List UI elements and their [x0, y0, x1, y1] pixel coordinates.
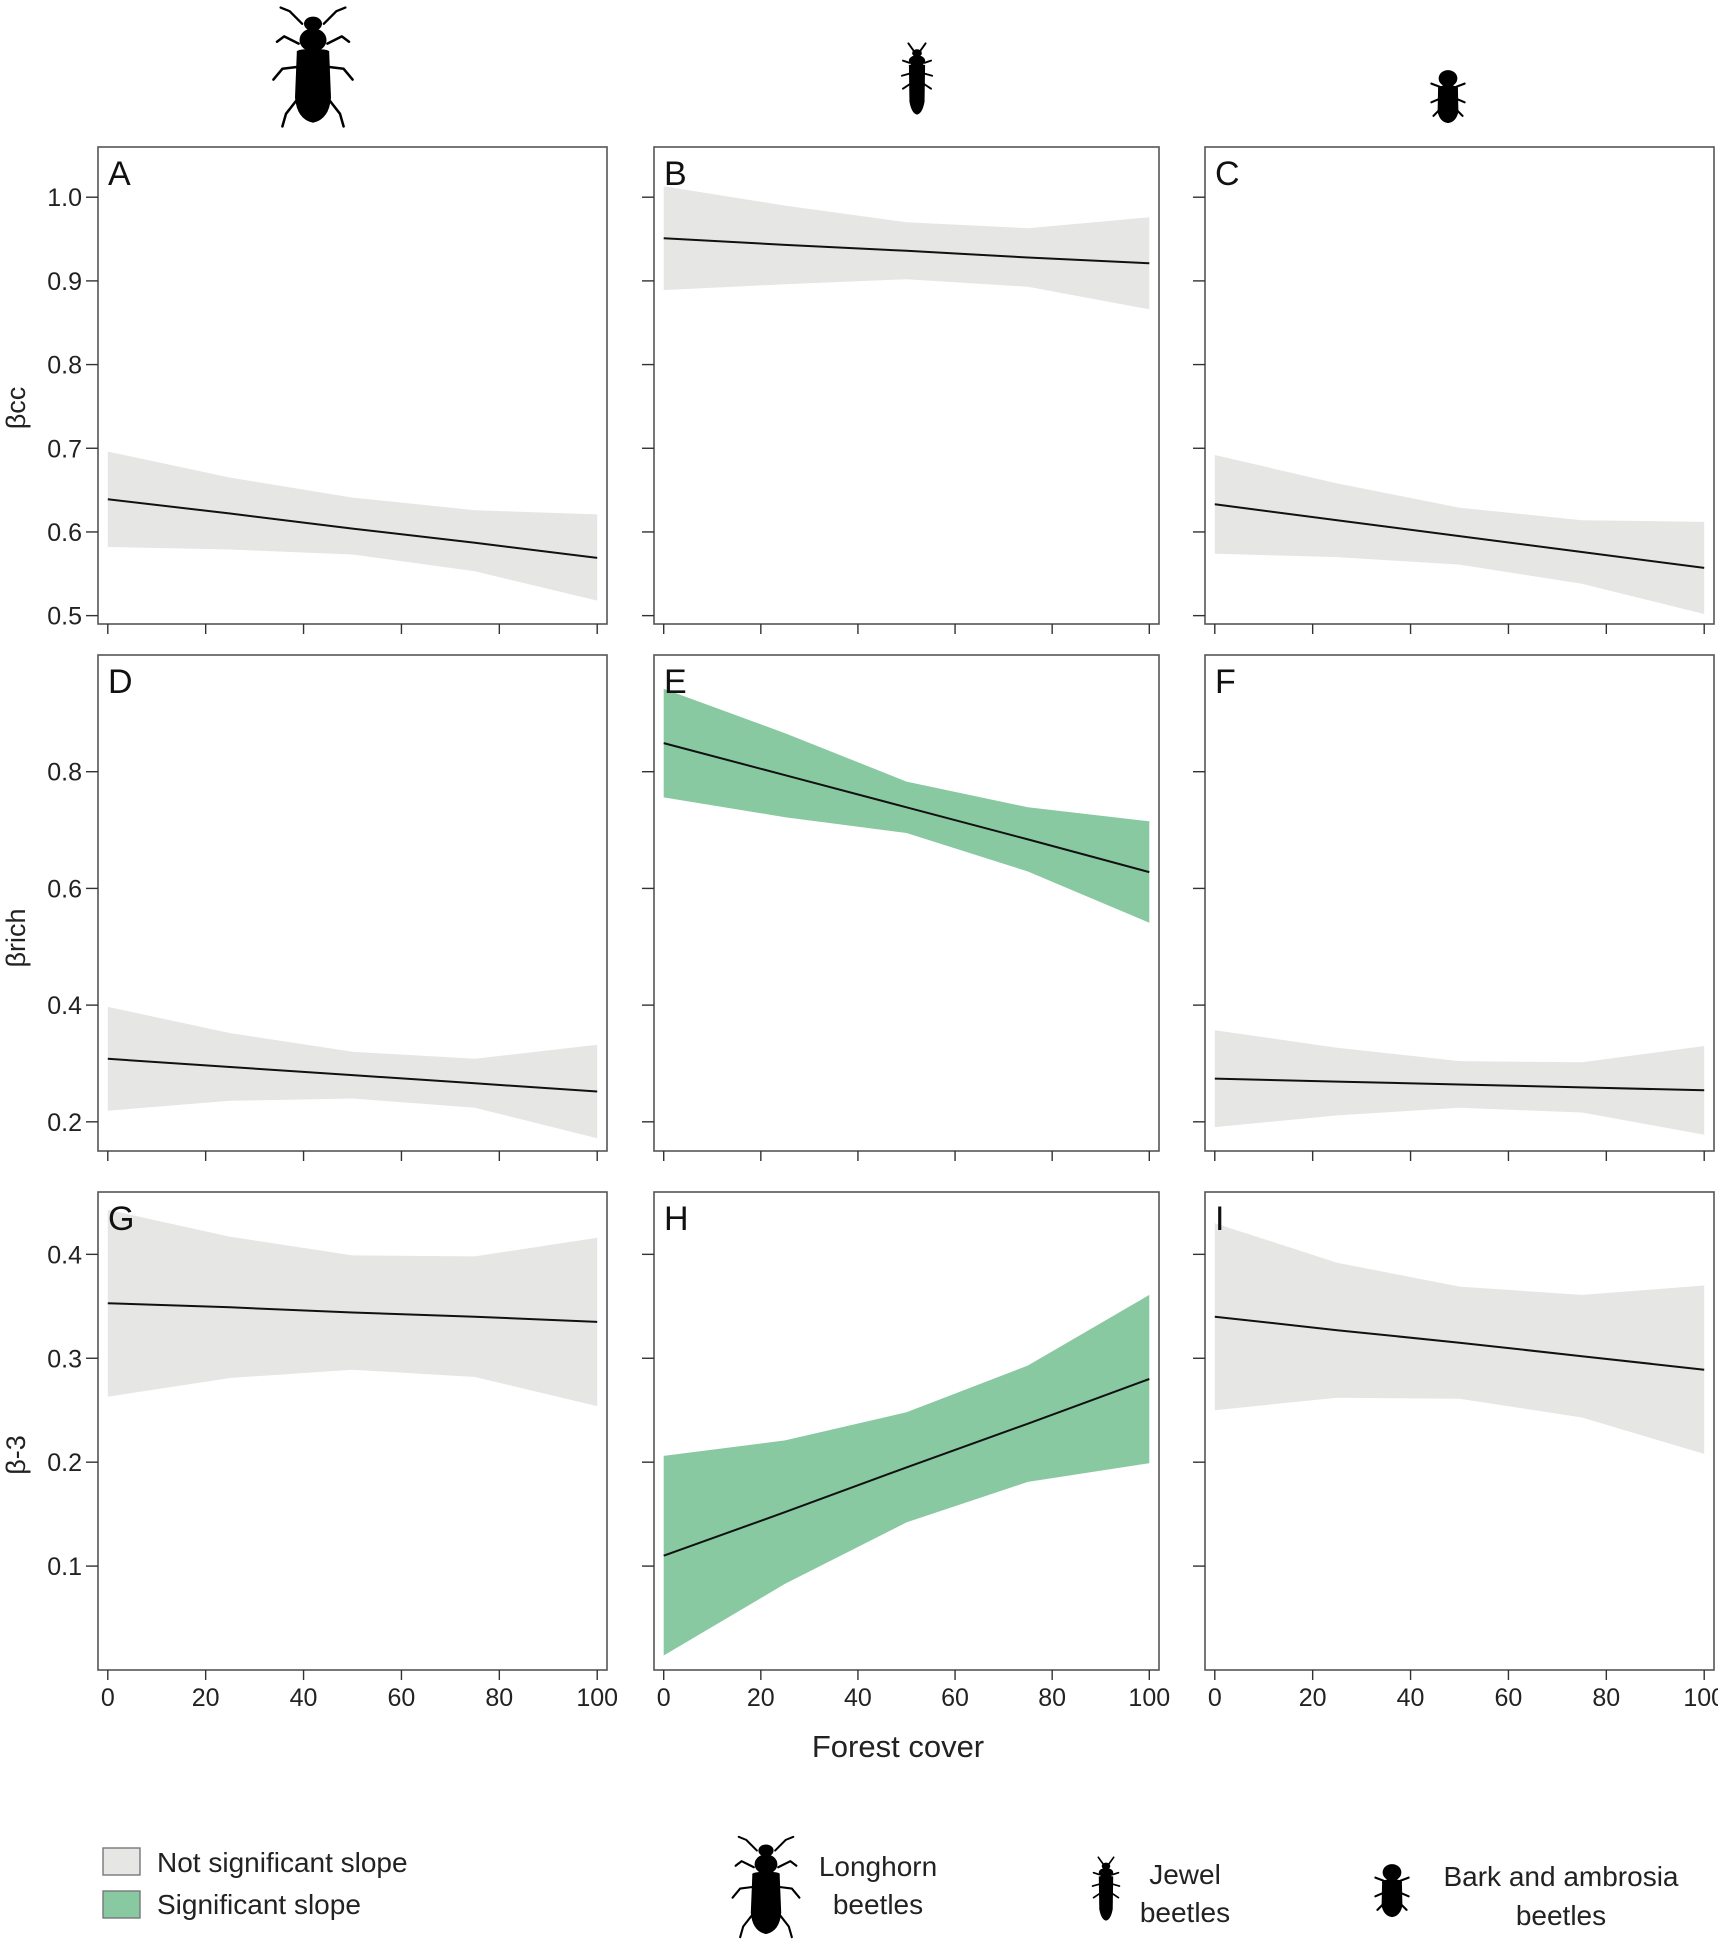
x-tick-label: 100	[1128, 1684, 1170, 1712]
legend-taxon-1-line-2: beetles	[833, 1889, 923, 1920]
legend-taxon-3-line-1: Bark and ambrosia	[1443, 1861, 1678, 1892]
legend-bark-beetle-icon	[1374, 1862, 1410, 1919]
y-tick-label: 0.2	[47, 1109, 82, 1137]
panel-G: 0.1 0.2 0.3 0.4 0 20 40 60 80 100 G	[47, 1191, 618, 1712]
x-tick-label: 40	[290, 1684, 318, 1712]
legend-taxon-1-line-1: Longhorn	[819, 1851, 937, 1882]
x-tick-label: 40	[1397, 1684, 1425, 1712]
panel-letter: I	[1215, 1200, 1224, 1238]
legend-taxon-2-line-2: beetles	[1140, 1897, 1230, 1928]
confidence-band	[663, 1294, 1150, 1656]
fit-line	[663, 742, 1150, 874]
panel-I: 0 20 40 60 80 100 I	[1193, 1191, 1718, 1712]
fit-line	[1214, 503, 1705, 569]
y-tick-label: 0.4	[47, 1241, 82, 1269]
legend-swatch-significant	[102, 1890, 141, 1919]
x-tick-label: 20	[747, 1684, 775, 1712]
y-tick-label: 0.9	[47, 268, 82, 296]
fit-line	[1214, 1315, 1705, 1371]
x-tick-label: 80	[1592, 1684, 1620, 1712]
panel-grid: 0.50.60.70.80.91.0A B C0.20.40.60.8D E F0.10…	[47, 146, 1718, 1712]
legend-label-significant: Significant slope	[157, 1889, 361, 1920]
x-tick-label: 60	[388, 1684, 416, 1712]
jewel-beetle-icon	[900, 42, 934, 116]
confidence-band	[1214, 1223, 1705, 1454]
fit-line	[1214, 1077, 1705, 1092]
panel-letter: H	[664, 1200, 689, 1238]
legend-taxon-2-line-1: Jewel	[1149, 1859, 1221, 1890]
y-tick-label: 0.1	[47, 1553, 82, 1581]
y-tick-label: 0.7	[47, 435, 82, 463]
y-axis-title-row-3: β-3	[1, 1435, 31, 1475]
x-axis-title: Forest cover	[812, 1729, 984, 1764]
y-tick-label: 0.6	[47, 875, 82, 903]
y-tick-label: 0.6	[47, 519, 82, 547]
legend-label-not-significant: Not significant slope	[157, 1847, 408, 1878]
x-tick-label: 60	[941, 1684, 969, 1712]
panel-letter: A	[108, 155, 131, 193]
legend-taxon-3-line-2: beetles	[1516, 1900, 1606, 1931]
panel-letter: C	[1215, 155, 1240, 193]
y-tick-label: 0.2	[47, 1449, 82, 1477]
fit-line	[663, 237, 1150, 265]
confidence-band	[107, 1209, 598, 1407]
legend-longhorn-beetle-icon	[731, 1835, 801, 1939]
y-tick-label: 0.4	[47, 992, 82, 1020]
legend-jewel-beetle-icon	[1091, 1856, 1121, 1922]
panel-letter: G	[108, 1200, 134, 1238]
fit-line	[663, 1378, 1150, 1557]
y-tick-label: 0.8	[47, 759, 82, 787]
fit-line	[107, 498, 598, 559]
panel-D: 0.2 0.4 0.6 0.8 D	[47, 654, 608, 1161]
x-tick-label: 0	[657, 1684, 671, 1712]
confidence-band	[663, 186, 1150, 310]
x-tick-label: 0	[101, 1684, 115, 1712]
panel-A: 0.5 0.6 0.7 0.8 0.9 1.0 A	[47, 146, 608, 634]
x-tick-label: 0	[1208, 1684, 1222, 1712]
panel-letter: D	[108, 663, 133, 701]
x-tick-label: 60	[1495, 1684, 1523, 1712]
legend-swatch-not-significant	[102, 1847, 141, 1876]
longhorn-beetle-icon	[272, 6, 354, 128]
confidence-band	[663, 688, 1150, 923]
y-tick-label: 0.3	[47, 1345, 82, 1373]
y-axis-title-row-2: βrich	[1, 908, 31, 967]
panel-F: F	[1193, 654, 1715, 1161]
panel-C: C	[1193, 146, 1715, 634]
y-tick-label: 0.5	[47, 603, 82, 631]
panel-B: B	[642, 146, 1160, 634]
x-tick-label: 80	[1038, 1684, 1066, 1712]
confidence-band	[1214, 1030, 1705, 1135]
panel-letter: F	[1215, 663, 1236, 701]
confidence-band	[1214, 455, 1705, 614]
bark-beetle-icon	[1430, 68, 1466, 125]
y-axis-title-row-1: βcc	[1, 387, 31, 430]
x-tick-label: 20	[192, 1684, 220, 1712]
x-tick-label: 40	[844, 1684, 872, 1712]
legend: Not significant slope Significant slope …	[102, 1835, 1679, 1939]
x-tick-label: 80	[485, 1684, 513, 1712]
x-tick-label: 20	[1299, 1684, 1327, 1712]
panel-H: 0 20 40 60 80 100 H	[642, 1191, 1170, 1712]
confidence-band	[107, 1006, 598, 1139]
panel-E: E	[642, 654, 1160, 1161]
fit-line	[107, 1302, 598, 1323]
y-tick-label: 0.8	[47, 352, 82, 380]
x-tick-label: 100	[576, 1684, 618, 1712]
fit-line	[107, 1057, 598, 1093]
panel-letter: E	[664, 663, 687, 701]
panel-letter: B	[664, 155, 687, 193]
y-tick-label: 1.0	[47, 184, 82, 212]
x-tick-label: 100	[1683, 1684, 1718, 1712]
confidence-band	[107, 451, 598, 601]
